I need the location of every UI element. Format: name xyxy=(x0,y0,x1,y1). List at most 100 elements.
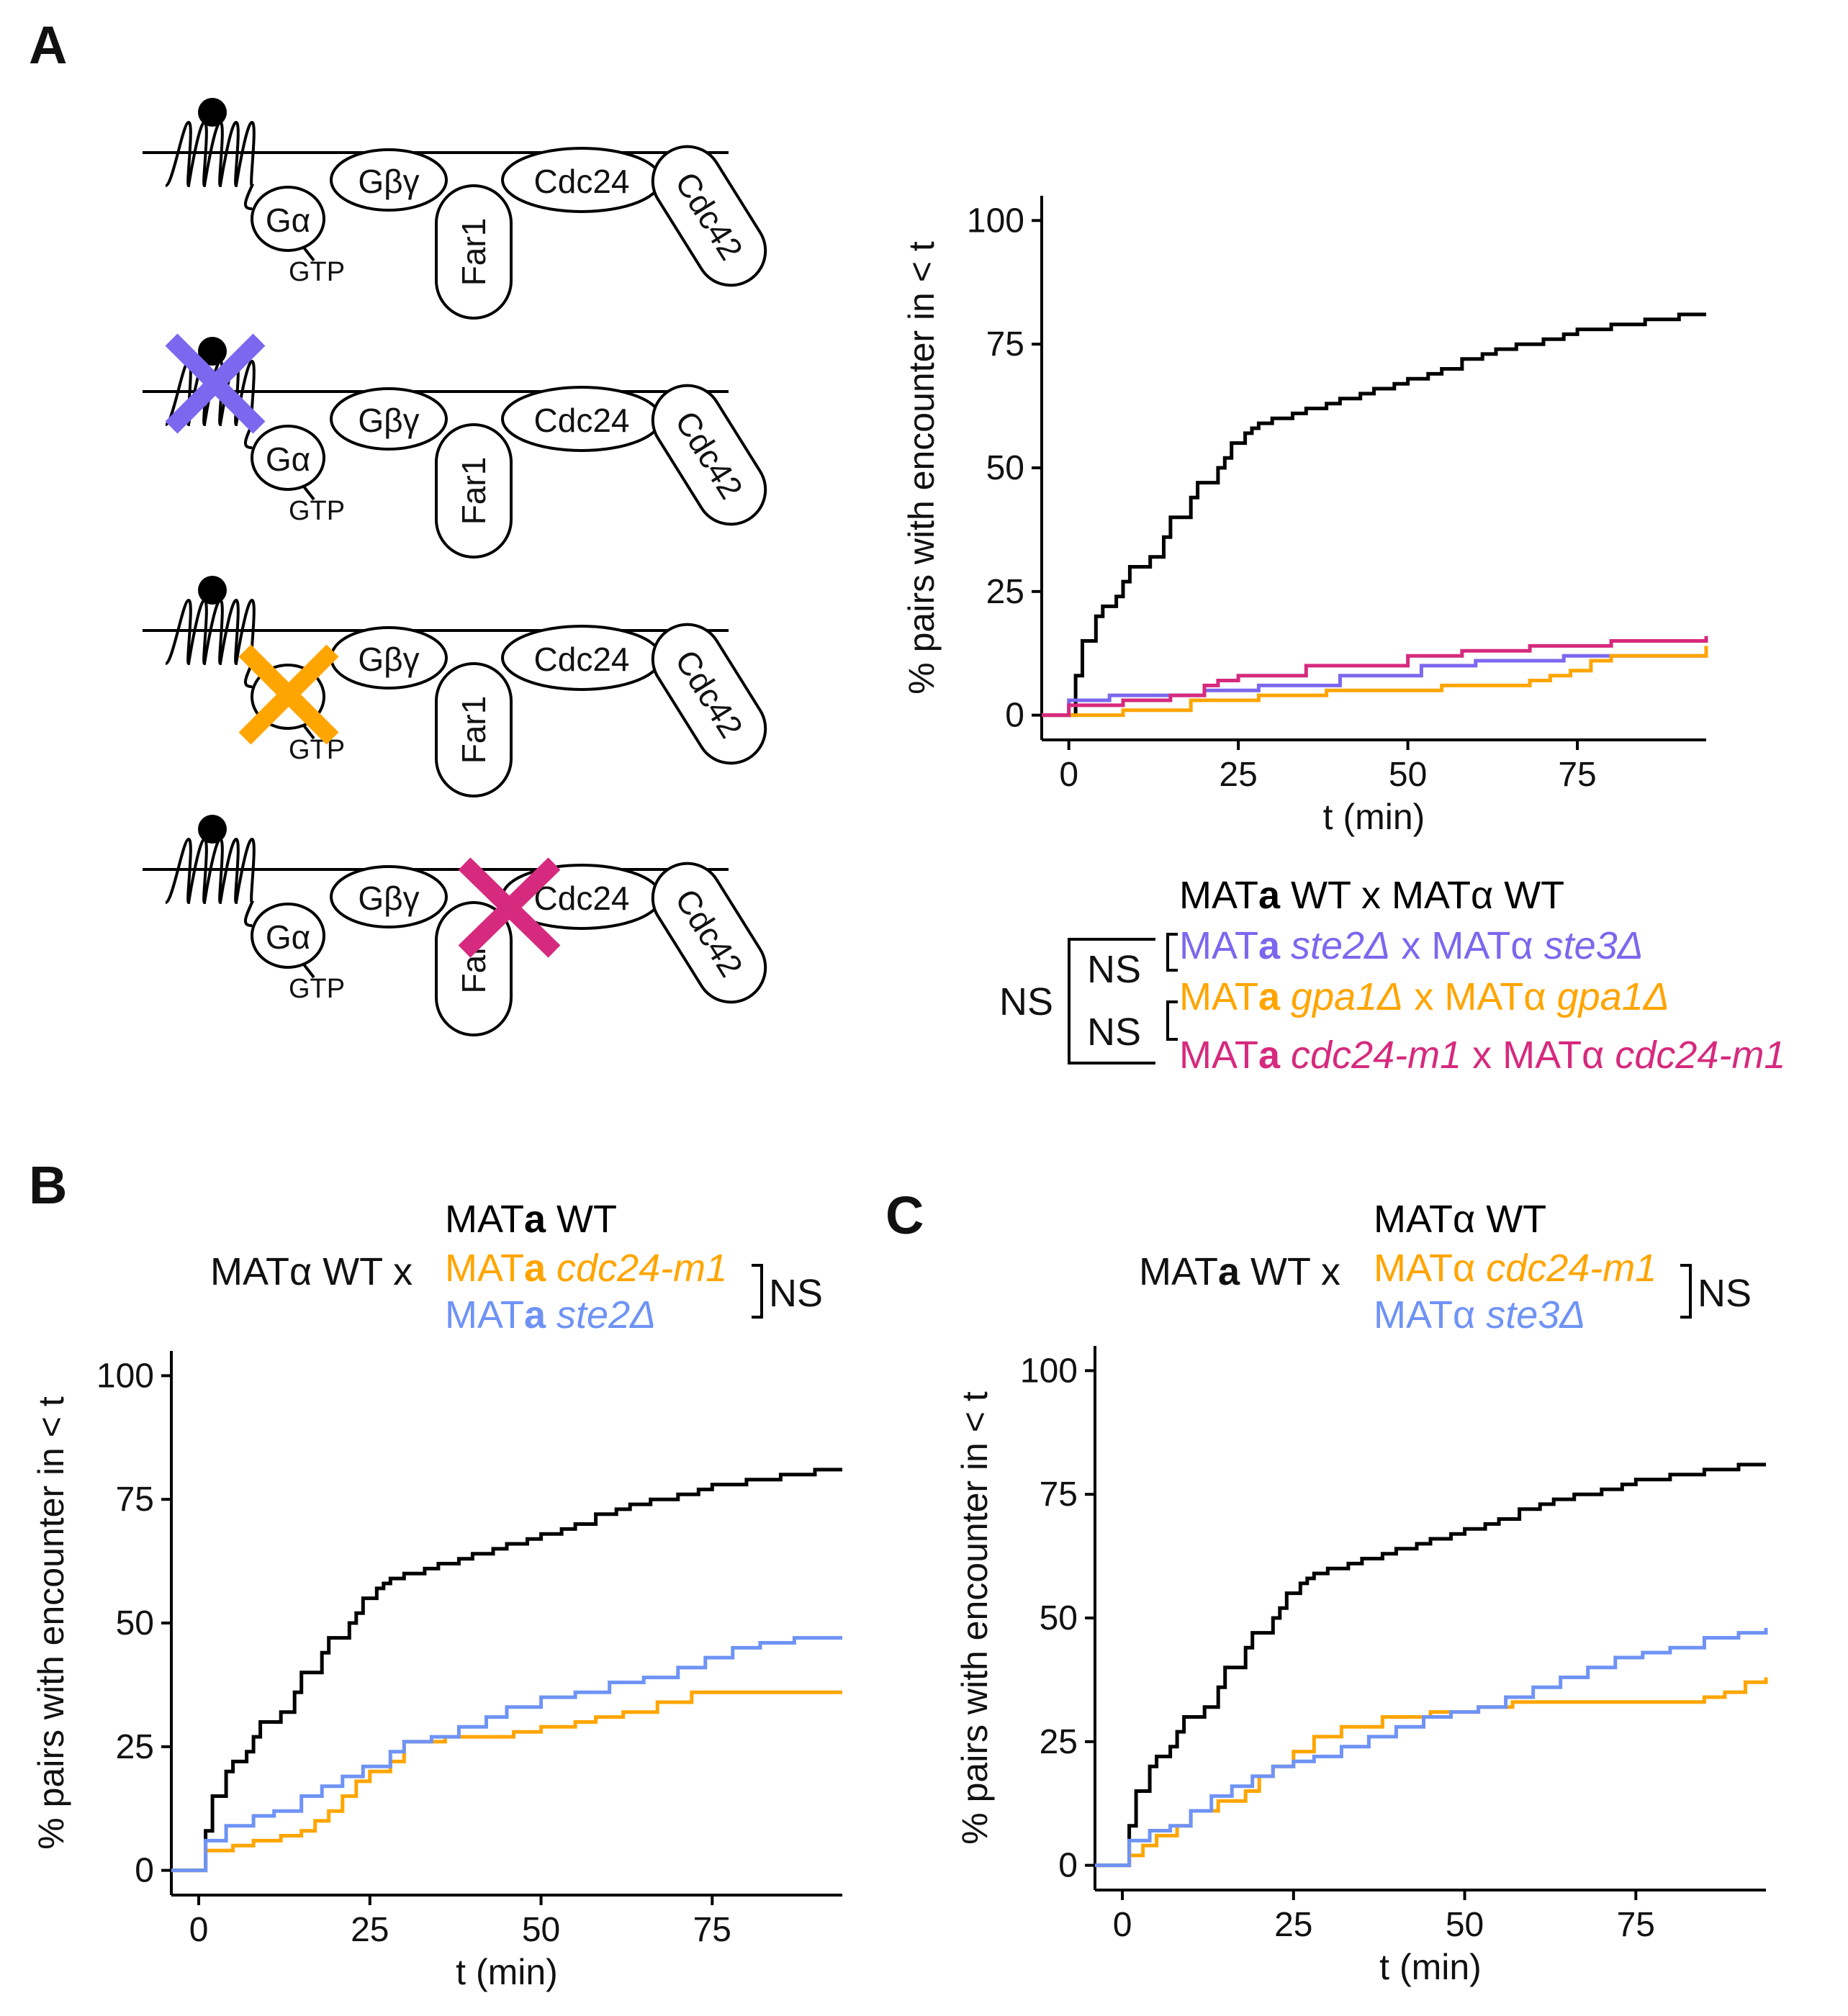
receptor xyxy=(164,598,256,688)
y-tick-label: 100 xyxy=(1020,1352,1078,1390)
ns-outer-bracket xyxy=(1068,938,1155,1064)
y-tick-label: 25 xyxy=(1040,1723,1078,1761)
y-tick-label: 25 xyxy=(986,573,1024,611)
x-tick-label: 50 xyxy=(522,1911,560,1949)
series-line xyxy=(1095,1627,1768,1868)
y-tick-label: 50 xyxy=(986,449,1024,487)
series-line xyxy=(1042,654,1706,718)
panel-letter-b: B xyxy=(29,1155,67,1215)
pathway-diagram: Gα GTP Gβγ Far1 Cdc24 Cdc42 Gα GTP Gβγ Far1 Cdc24 C… xyxy=(143,98,767,1036)
far1-shape xyxy=(435,184,513,320)
y-tick-label: 0 xyxy=(1005,697,1024,735)
g-beta-gamma-shape xyxy=(330,387,448,451)
x-axis-title: t (min) xyxy=(1379,1947,1482,1987)
g-beta-gamma-label: Gβγ xyxy=(358,880,419,917)
x-tick-label: 50 xyxy=(1389,756,1427,794)
cdc24-knockout-x xyxy=(458,857,561,958)
pheromone-ligand xyxy=(198,337,227,366)
legend-c-entry: MATα ste3Δ xyxy=(1374,1293,1586,1337)
legend-a-entry: MATa ste2Δ x MATα ste3Δ xyxy=(1179,924,1644,967)
g-alpha-label: Gα xyxy=(266,202,310,239)
ns-outer-label: NS xyxy=(999,980,1053,1023)
x-tick-label: 50 xyxy=(1446,1906,1484,1944)
cdc42-shape xyxy=(651,862,767,1004)
series-line xyxy=(1095,1677,1768,1868)
y-tick-label: 100 xyxy=(96,1357,154,1395)
ns-label-c: NS xyxy=(1698,1272,1752,1315)
x-tick-label: 0 xyxy=(1059,756,1078,794)
cdc24-label: Cdc24 xyxy=(534,641,630,678)
y-tick-label: 100 xyxy=(967,202,1024,240)
cdc42-group: Cdc42 xyxy=(651,623,767,765)
y-tick-label: 50 xyxy=(1040,1599,1078,1637)
diagram-row: GTP Gβγ Far1 Cdc24 Cdc42 xyxy=(143,576,767,797)
legend-a-entry: MATa gpa1Δ x MATα gpa1Δ xyxy=(1179,975,1669,1018)
y-axis-title: % pairs with encounter in < t xyxy=(901,241,942,695)
ns-upper-bracket xyxy=(1166,933,1178,972)
g-alpha-shape xyxy=(251,186,325,252)
series-line xyxy=(1042,636,1708,718)
far1-shape xyxy=(435,423,513,559)
y-tick-label: 0 xyxy=(1058,1847,1078,1885)
series-line xyxy=(171,1636,842,1873)
ns-bracket-c xyxy=(1680,1264,1692,1319)
cdc24-label: Cdc24 xyxy=(534,402,630,439)
g-beta-gamma-shape xyxy=(330,148,448,212)
cdc42-shape xyxy=(651,623,767,765)
g-beta-gamma-label: Gβγ xyxy=(358,402,419,439)
gtp-link xyxy=(302,485,315,501)
pheromone-ligand xyxy=(198,98,227,127)
cdc24-label: Cdc24 xyxy=(534,163,630,200)
y-tick-label: 75 xyxy=(986,325,1024,363)
g-alpha-label: Gα xyxy=(266,440,310,478)
series-line xyxy=(1042,312,1706,718)
g-beta-gamma-shape xyxy=(330,865,448,928)
chart-c: 0 25 50 75 100 0 25 50 75 t (min) % pairs with enc… xyxy=(955,1346,1768,1987)
cdc42-group: Cdc42 xyxy=(651,384,767,526)
gtp-label: GTP xyxy=(289,974,345,1004)
x-tick-label: 75 xyxy=(1617,1906,1655,1944)
legend-a: MATa WT x MATα WT MATa ste2Δ x MATα ste3Δ… xyxy=(999,874,1785,1077)
legend-c-entry: MATα WT xyxy=(1374,1198,1546,1241)
legend-a-entry: MATa WT x MATα WT xyxy=(1179,874,1564,917)
panel-letter-a: A xyxy=(29,15,67,75)
receptor xyxy=(164,837,256,927)
x-tick-label: 0 xyxy=(1113,1906,1132,1944)
y-axis-title: % pairs with encounter in < t xyxy=(955,1391,995,1845)
y-axis-title: % pairs with encounter in < t xyxy=(31,1396,71,1850)
series-line xyxy=(171,1690,842,1873)
legend-c-prefix: MATa WT x xyxy=(1139,1250,1340,1293)
cdc42-group: Cdc42 xyxy=(651,862,767,1004)
far1-label: Far1 xyxy=(455,696,492,764)
pheromone-ligand xyxy=(198,815,227,844)
g-alpha-shape xyxy=(251,425,325,491)
diagram-row: Gα GTP Gβγ Far1 Cdc24 Cdc42 xyxy=(143,333,767,559)
x-tick-label: 0 xyxy=(189,1911,209,1949)
x-tick-label: 25 xyxy=(351,1911,389,1949)
diagram-row: Gα GTP Gβγ Far1 Cdc24 Cdc42 xyxy=(143,98,767,320)
x-tick-label: 25 xyxy=(1274,1906,1312,1944)
series-line xyxy=(171,1468,842,1873)
gtp-label: GTP xyxy=(289,257,345,287)
cdc42-shape xyxy=(651,384,767,526)
cdc42-group: Cdc42 xyxy=(651,145,767,287)
series-line xyxy=(1095,1463,1766,1868)
g-beta-gamma-label: Gβγ xyxy=(358,641,419,678)
x-tick-label: 75 xyxy=(1558,756,1596,794)
y-tick-label: 75 xyxy=(116,1481,154,1519)
legend-c-entry: MATα cdc24-m1 xyxy=(1374,1247,1657,1290)
receptor xyxy=(164,120,256,210)
y-tick-label: 25 xyxy=(116,1728,154,1766)
chart-b: 0 25 50 75 100 0 25 50 75 t (min) % pairs with enc… xyxy=(31,1351,842,1992)
y-tick-label: 0 xyxy=(135,1852,154,1890)
ns-bracket-b xyxy=(752,1264,763,1319)
ns-lower-bracket xyxy=(1166,1000,1178,1041)
far1-label: Far1 xyxy=(455,457,492,525)
far1-label: Far1 xyxy=(455,218,492,286)
series-line xyxy=(1042,646,1708,718)
legend-b-prefix: MATα WT x xyxy=(210,1250,413,1293)
legend-b-entry: MATa cdc24-m1 xyxy=(445,1247,727,1290)
receptor-knockout-x xyxy=(165,333,266,434)
